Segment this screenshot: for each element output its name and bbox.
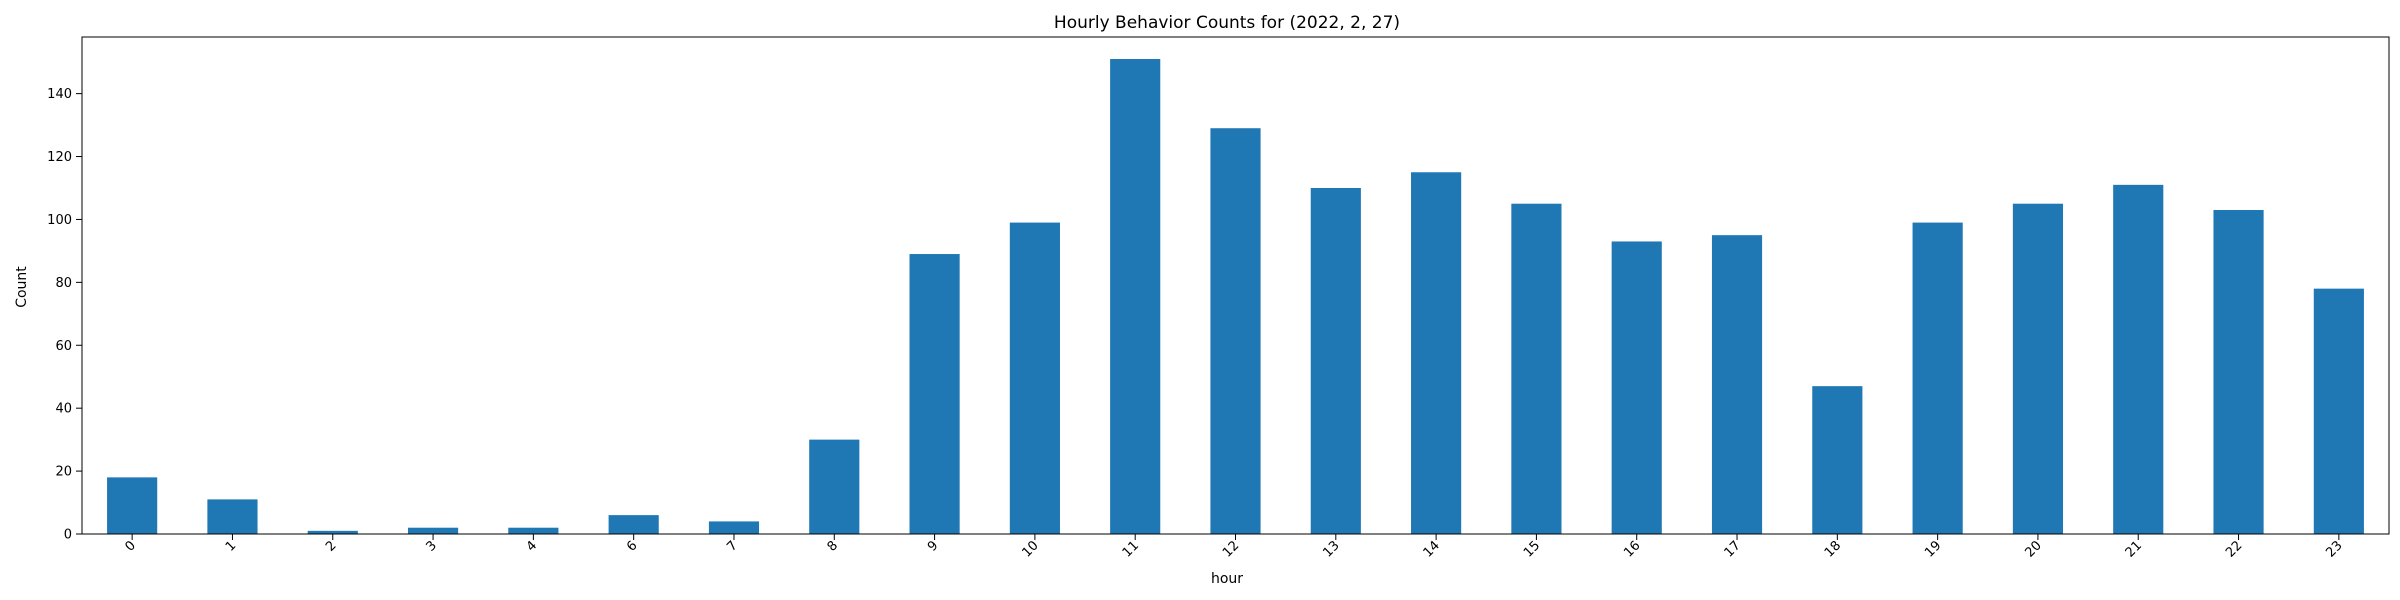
x-tick-label: 7: [724, 538, 740, 554]
y-tick-label: 100: [47, 213, 72, 228]
x-tick-label: 12: [1220, 538, 1242, 560]
y-axis-label: Count: [14, 266, 30, 308]
x-tick-label: 20: [2022, 538, 2044, 560]
bar-12: [1210, 128, 1261, 535]
y-tick-label: 40: [55, 402, 72, 417]
bar-21: [2113, 184, 2164, 534]
bar-6: [608, 515, 659, 534]
bar-19: [1912, 222, 1963, 534]
bar-16: [1611, 241, 1662, 534]
bar-8: [809, 439, 860, 534]
x-tick-label: 14: [1421, 538, 1443, 560]
bar-10: [1009, 222, 1060, 534]
x-tick-label: 11: [1120, 538, 1142, 560]
x-tick-label: 21: [2123, 538, 2145, 560]
x-tick-label: 10: [1019, 538, 1041, 560]
bars-group: [107, 59, 2364, 535]
x-tick-label: 0: [123, 538, 139, 554]
y-tick-label: 0: [64, 528, 72, 543]
y-axis-ticks: 0 20 40 60 80 100 120 140: [47, 87, 82, 543]
bar-13: [1310, 187, 1361, 534]
bar-18: [1812, 386, 1863, 534]
x-tick-label: 9: [925, 538, 941, 554]
bar-0: [107, 477, 158, 534]
bar-17: [1711, 235, 1763, 534]
bar-14: [1411, 172, 1462, 534]
bar-4: [508, 527, 559, 534]
bar-7: [708, 521, 760, 534]
chart-title: Hourly Behavior Counts for (2022, 2, 27): [1054, 13, 1400, 33]
bar-9: [909, 254, 960, 534]
bar-2: [307, 530, 358, 534]
bar-20: [2012, 203, 2064, 534]
y-tick-label: 20: [55, 465, 72, 480]
x-tick-label: 3: [423, 538, 439, 554]
x-tick-label: 8: [825, 538, 841, 554]
x-tick-label: 17: [1722, 538, 1744, 560]
x-tick-label: 16: [1621, 538, 1643, 560]
plot-frame: [81, 36, 2390, 535]
x-tick-label: 18: [1822, 538, 1844, 560]
bar-22: [2213, 210, 2264, 534]
bar-3: [407, 527, 459, 534]
y-tick-label: 80: [55, 276, 72, 291]
x-tick-label: 23: [2323, 538, 2345, 560]
x-tick-label: 6: [624, 538, 640, 554]
y-tick-label: 60: [55, 339, 72, 354]
bar-15: [1511, 203, 1562, 534]
bar-23: [2313, 288, 2364, 534]
x-tick-label: 13: [1320, 538, 1342, 560]
x-tick-label: 19: [1922, 538, 1944, 560]
x-tick-label: 22: [2223, 538, 2245, 560]
x-tick-label: 1: [223, 538, 239, 554]
bar-11: [1110, 59, 1161, 535]
y-tick-label: 140: [47, 87, 72, 102]
x-axis-label: hour: [1211, 571, 1243, 587]
x-tick-label: 2: [323, 538, 339, 554]
x-tick-label: 15: [1521, 538, 1543, 560]
x-axis-ticks: 0 1 2 3 4 6 7 8 9 10 11 12 13 14 15 16 17 18 19 20 21 22 23: [123, 534, 2346, 561]
y-tick-label: 120: [47, 150, 72, 165]
x-tick-label: 4: [524, 538, 540, 554]
bar-1: [207, 499, 258, 534]
